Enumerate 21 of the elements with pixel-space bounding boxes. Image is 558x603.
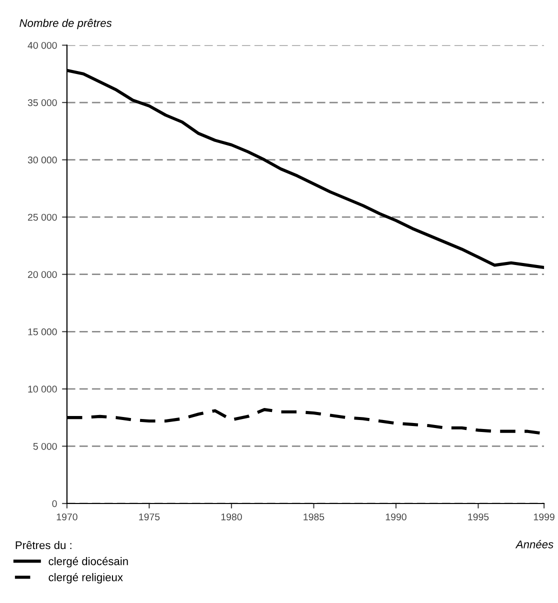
y-tick-label: 20 000 — [28, 271, 57, 278]
legend-title: Prêtres du : — [16, 540, 72, 550]
y-tick-label: 40 000 — [28, 42, 57, 49]
y-axis-title: Nombre de prêtres — [20, 18, 112, 30]
legend-label: clergé diocésain — [48, 556, 128, 568]
y-tick-label: 0 — [52, 500, 57, 508]
x-tick-label: 1999 — [534, 513, 554, 520]
y-tick-label: 10 000 — [28, 386, 57, 393]
y-tick-label: 25 000 — [28, 214, 57, 221]
x-tick-label: 1995 — [468, 513, 489, 520]
y-tick-label: 35 000 — [28, 99, 57, 106]
y-tick-label: 15 000 — [28, 328, 57, 336]
legend-label: clergé religieux — [48, 572, 123, 584]
y-tick-label: 5 000 — [33, 442, 57, 450]
x-tick-label: 1975 — [139, 513, 160, 520]
y-tick-label: 30 000 — [28, 156, 57, 164]
x-tick-label: 1980 — [221, 513, 242, 520]
x-tick-label: 1985 — [304, 513, 324, 520]
x-tick-label: 1970 — [56, 513, 78, 520]
x-tick-label: 1990 — [386, 513, 406, 520]
x-axis-title: Années — [515, 540, 554, 548]
